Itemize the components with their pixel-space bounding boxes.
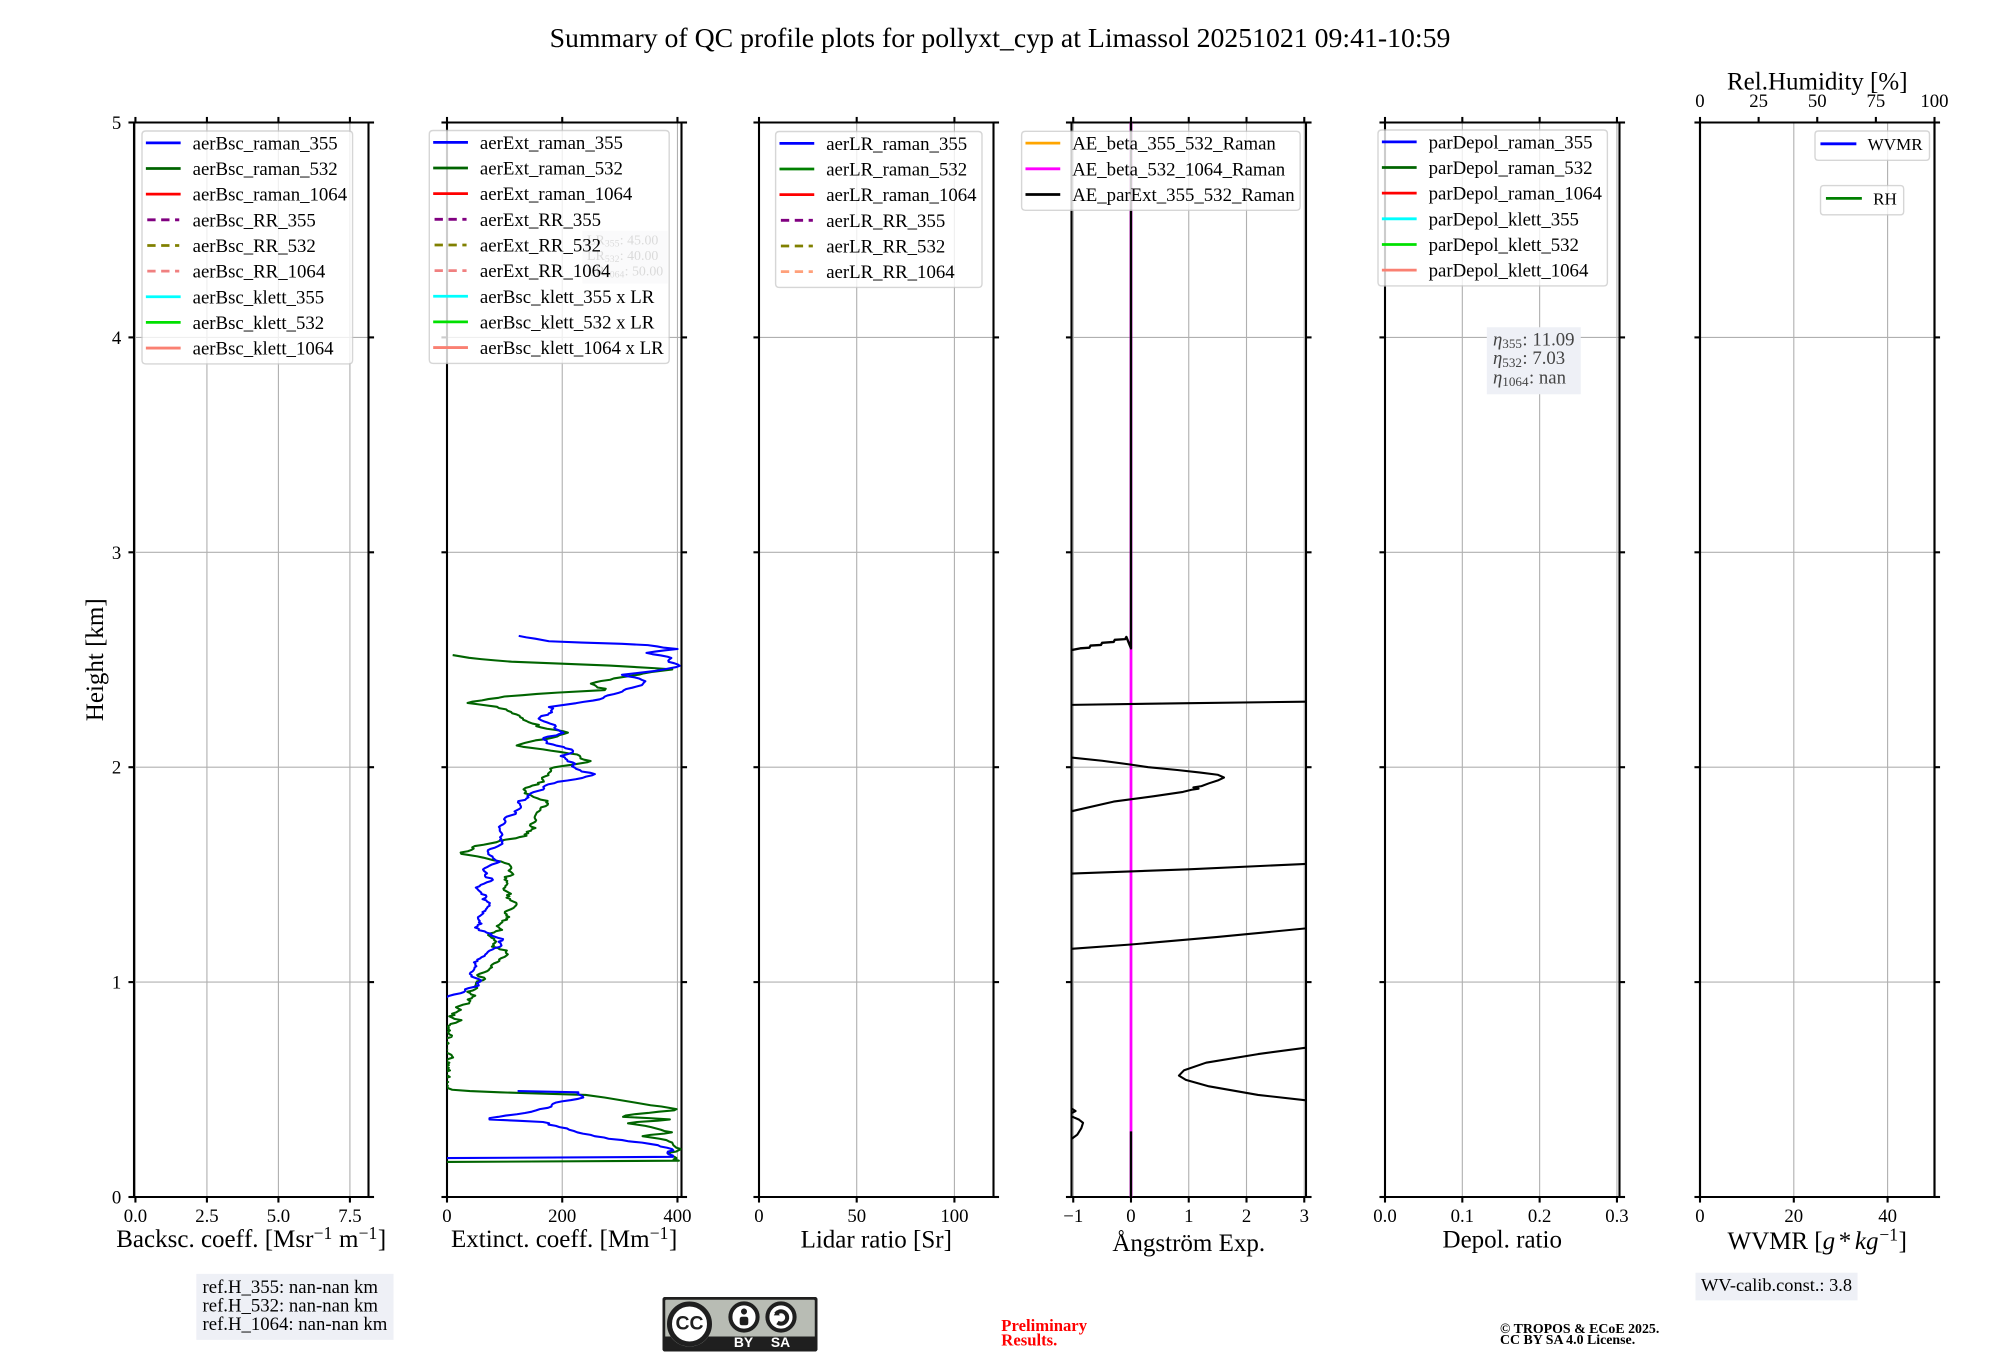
svg-text:Lidar ratio [Sr]: Lidar ratio [Sr] [801, 1227, 952, 1254]
svg-text:3: 3 [1300, 1206, 1309, 1227]
svg-text:aerBsc_RR_532: aerBsc_RR_532 [193, 236, 316, 257]
svg-text:Height [km]: Height [km] [82, 598, 109, 721]
svg-text:0: 0 [1695, 91, 1704, 112]
svg-text:Results.: Results. [1001, 1331, 1057, 1350]
svg-text:1: 1 [1184, 1206, 1193, 1227]
svg-text:aerLR_RR_1064: aerLR_RR_1064 [826, 262, 955, 283]
svg-text:aerExt_raman_1064: aerExt_raman_1064 [480, 184, 633, 205]
svg-text:aerBsc_RR_1064: aerBsc_RR_1064 [193, 262, 326, 283]
svg-text:parDepol_klett_1064: parDepol_klett_1064 [1429, 261, 1589, 282]
svg-text:100: 100 [1920, 91, 1948, 112]
svg-text:aerExt_RR_1064: aerExt_RR_1064 [480, 261, 611, 282]
svg-text:1: 1 [112, 973, 121, 994]
svg-text:75: 75 [1867, 91, 1886, 112]
svg-text:0.0: 0.0 [124, 1206, 147, 1227]
svg-text:0.3: 0.3 [1605, 1206, 1628, 1227]
svg-text:aerExt_RR_532: aerExt_RR_532 [480, 236, 601, 257]
svg-text:40: 40 [1878, 1206, 1897, 1227]
svg-text:0.0: 0.0 [1373, 1206, 1396, 1227]
svg-text:η 1 0 6: η 1 0 6 4 : n a n [1493, 363, 1567, 391]
svg-text:aerBsc_klett_532: aerBsc_klett_532 [193, 313, 325, 334]
svg-text:7.5: 7.5 [338, 1206, 361, 1227]
svg-text:50: 50 [1808, 91, 1827, 112]
svg-text:0.2: 0.2 [1528, 1206, 1551, 1227]
svg-text:0: 0 [1695, 1206, 1704, 1227]
svg-text:RH: RH [1873, 189, 1897, 208]
svg-text:Preliminary: Preliminary [1001, 1316, 1087, 1335]
svg-text:0: 0 [442, 1206, 451, 1227]
svg-text:ref.H_355: nan-nan km: ref.H_355: nan-nan km [203, 1277, 379, 1298]
svg-text:aerLR_raman_532: aerLR_raman_532 [826, 160, 967, 181]
svg-text:aerBsc_RR_355: aerBsc_RR_355 [193, 210, 316, 231]
svg-text:CC BY SA 4.0 License.: CC BY SA 4.0 License. [1500, 1333, 1635, 1348]
svg-text:aerBsc_klett_1064: aerBsc_klett_1064 [193, 339, 335, 360]
svg-text:5.0: 5.0 [267, 1206, 290, 1227]
svg-text:parDepol_klett_355: parDepol_klett_355 [1429, 209, 1579, 230]
svg-text:0: 0 [754, 1206, 763, 1227]
svg-text:Depol. ratio: Depol. ratio [1443, 1227, 1562, 1254]
svg-text:5: 5 [112, 113, 121, 134]
svg-text:200: 200 [548, 1206, 576, 1227]
svg-text:ref.H_1064: nan-nan km: ref.H_1064: nan-nan km [203, 1314, 388, 1335]
svg-text:4: 4 [112, 328, 122, 349]
svg-text:η 3 5 5: η 3 5 5 : 1 1 . 0 9 [1493, 325, 1575, 353]
svg-text:parDepol_klett_532: parDepol_klett_532 [1429, 235, 1579, 256]
svg-text:0: 0 [1126, 1206, 1135, 1227]
svg-text:aerBsc_klett_355 x LR: aerBsc_klett_355 x LR [480, 287, 655, 308]
svg-text:aerLR_RR_355: aerLR_RR_355 [826, 211, 945, 232]
svg-text:Summary of QC profile plots fo: Summary of QC profile plots for pollyxt_… [550, 23, 1451, 54]
svg-text:aerLR_RR_532: aerLR_RR_532 [826, 237, 945, 258]
svg-text:parDepol_raman_532: parDepol_raman_532 [1429, 158, 1593, 179]
svg-text:aerBsc_klett_355: aerBsc_klett_355 [193, 287, 325, 308]
svg-text:WVMR: WVMR [1868, 135, 1924, 154]
svg-text:ref.H_532: nan-nan km: ref.H_532: nan-nan km [203, 1295, 379, 1316]
svg-text:2: 2 [112, 758, 121, 779]
svg-text:−1: −1 [1063, 1206, 1083, 1227]
svg-text:aerExt_RR_355: aerExt_RR_355 [480, 210, 601, 231]
svg-text:AE_beta_532_1064_Raman: AE_beta_532_1064_Raman [1072, 159, 1286, 180]
svg-text:3: 3 [112, 543, 121, 564]
svg-text:AE_beta_355_532_Raman: AE_beta_355_532_Raman [1072, 134, 1276, 155]
svg-text:100: 100 [940, 1206, 968, 1227]
svg-text:2.5: 2.5 [195, 1206, 218, 1227]
svg-text:AE_parExt_355_532_Raman: AE_parExt_355_532_Raman [1072, 185, 1295, 206]
svg-text:Rel.Humidity [%]: Rel.Humidity [%] [1727, 68, 1908, 95]
svg-text:25: 25 [1749, 91, 1768, 112]
svg-text:BY: BY [734, 1334, 754, 1350]
svg-text:© TROPOS & ECoE 2025.: © TROPOS & ECoE 2025. [1500, 1322, 1659, 1337]
svg-text:W V M R: W V M R [ * ] g k g − 1 [1728, 1221, 1913, 1255]
svg-text:aerBsc_klett_1064 x LR: aerBsc_klett_1064 x LR [480, 338, 664, 359]
svg-text:aerBsc_raman_1064: aerBsc_raman_1064 [193, 185, 348, 206]
svg-text:400: 400 [663, 1206, 691, 1227]
svg-text:CC: CC [675, 1313, 703, 1335]
svg-text:aerBsc_klett_532 x LR: aerBsc_klett_532 x LR [480, 312, 655, 333]
svg-text:WV-calib.const.: 3.8: WV-calib.const.: 3.8 [1701, 1275, 1852, 1295]
svg-text:parDepol_raman_355: parDepol_raman_355 [1429, 132, 1593, 153]
svg-text:η 5 3 2: η 5 3 2 : 7 . 0 3 [1493, 344, 1565, 372]
svg-text:Ångström Exp.: Ångström Exp. [1112, 1230, 1265, 1257]
svg-text:E x t i: E x t i n c t . c o e f f . [ M m ] − 1 [451, 1219, 683, 1253]
svg-text:50: 50 [847, 1206, 866, 1227]
svg-text:aerExt_raman_532: aerExt_raman_532 [480, 159, 623, 180]
svg-text:aerLR_raman_355: aerLR_raman_355 [826, 134, 967, 155]
svg-text:0: 0 [112, 1188, 121, 1209]
svg-text:aerLR_raman_1064: aerLR_raman_1064 [826, 185, 977, 206]
svg-text:0.1: 0.1 [1451, 1206, 1474, 1227]
svg-text:B a c k: B a c k s c . c o e f f . [ M s r m ] − [116, 1219, 392, 1253]
svg-text:aerBsc_raman_532: aerBsc_raman_532 [193, 159, 338, 180]
svg-text:parDepol_raman_1064: parDepol_raman_1064 [1429, 184, 1603, 205]
svg-text:aerBsc_raman_355: aerBsc_raman_355 [193, 133, 338, 154]
svg-text:20: 20 [1784, 1206, 1803, 1227]
svg-text:aerExt_raman_355: aerExt_raman_355 [480, 133, 623, 154]
svg-text:SA: SA [771, 1334, 790, 1350]
svg-text:2: 2 [1242, 1206, 1251, 1227]
